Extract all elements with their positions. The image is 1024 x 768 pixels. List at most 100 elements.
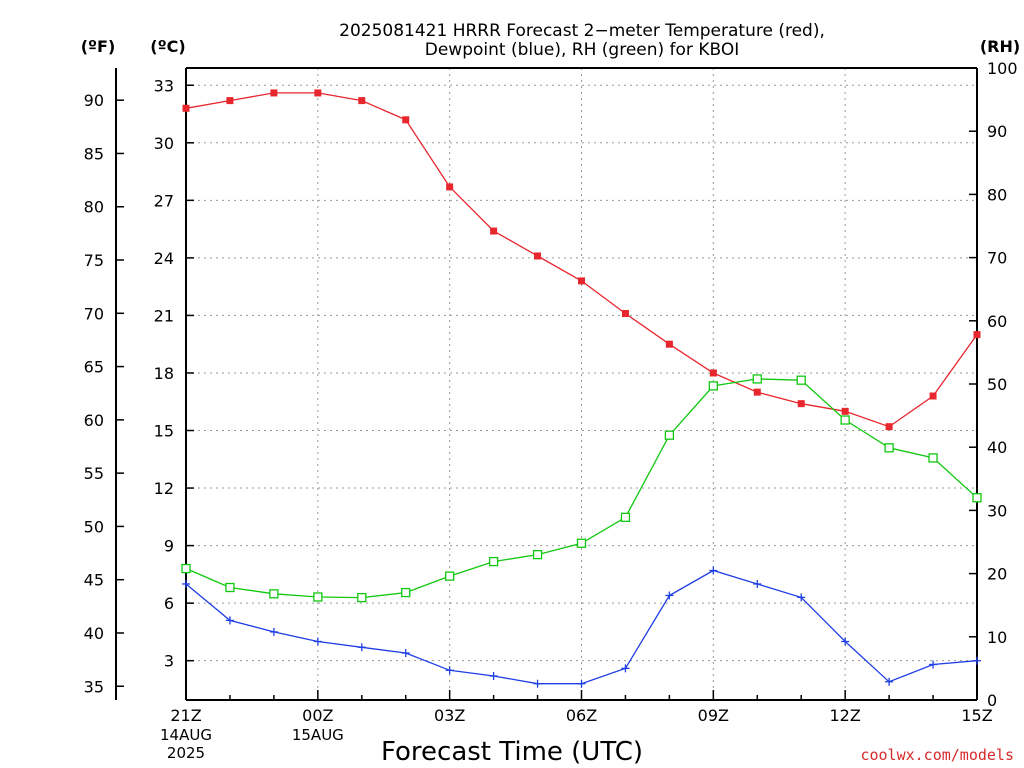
fahrenheit-tick-label: 35 bbox=[84, 677, 104, 696]
rh-tick-label: 60 bbox=[987, 312, 1007, 331]
fahrenheit-tick-label: 70 bbox=[84, 304, 104, 323]
temperature-point bbox=[270, 89, 278, 97]
rh-tick-label: 30 bbox=[987, 501, 1007, 520]
celsius-tick-label: 15 bbox=[154, 422, 174, 441]
dewpoint-point bbox=[885, 677, 894, 686]
rh-unit-label: (RH) bbox=[980, 37, 1020, 56]
celsius-tick-label: 9 bbox=[164, 537, 174, 556]
temperature-point bbox=[797, 400, 805, 408]
celsius-tick-label: 27 bbox=[154, 191, 174, 210]
rh-tick-label: 100 bbox=[987, 59, 1018, 78]
rh-point bbox=[576, 538, 587, 548]
rh-point bbox=[928, 453, 938, 463]
temperature-point bbox=[358, 97, 366, 105]
x-tick-label: 09Z bbox=[698, 706, 729, 725]
dewpoint-point bbox=[445, 666, 454, 675]
x-tick-label: 03Z bbox=[434, 706, 465, 725]
rh-point bbox=[313, 592, 323, 602]
rh-tick-label: 80 bbox=[987, 185, 1007, 204]
temperature-point bbox=[402, 116, 410, 124]
fahrenheit-tick-label: 85 bbox=[84, 144, 104, 163]
celsius-tick-label: 6 bbox=[164, 594, 174, 613]
temperature-point bbox=[182, 104, 190, 112]
dewpoint-point bbox=[577, 679, 586, 688]
x-tick-label: 15Z bbox=[961, 706, 992, 725]
grid-lines bbox=[186, 68, 977, 700]
temperature-point bbox=[753, 388, 761, 396]
x-date-label: 15AUG bbox=[292, 726, 344, 744]
rh-tick-label: 20 bbox=[987, 565, 1007, 584]
dewpoint-point bbox=[709, 566, 718, 575]
rh-point bbox=[181, 563, 191, 574]
dewpoint-point bbox=[225, 616, 234, 625]
rh-tick-label: 0 bbox=[987, 691, 997, 710]
fahrenheit-tick-label: 50 bbox=[84, 517, 104, 536]
rh-tick-label: 90 bbox=[987, 122, 1007, 141]
x-tick-label: 00Z bbox=[302, 706, 333, 725]
dewpoint-point bbox=[269, 627, 278, 636]
x-axis-label: Forecast Time (UTC) bbox=[381, 737, 643, 767]
temperature-point bbox=[665, 340, 673, 348]
dewpoint-point bbox=[489, 672, 498, 681]
temperature-point bbox=[621, 310, 629, 318]
fahrenheit-tick-label: 60 bbox=[84, 411, 104, 430]
rh-point bbox=[884, 443, 894, 453]
celsius-tick-label: 24 bbox=[154, 249, 174, 268]
celsius-tick-label: 18 bbox=[154, 364, 174, 383]
rh-tick-label: 70 bbox=[987, 249, 1007, 268]
rh-tick-label: 50 bbox=[987, 375, 1007, 394]
temperature-point bbox=[226, 97, 234, 105]
temperature-point bbox=[314, 89, 322, 97]
rh-point bbox=[796, 375, 806, 385]
rh-point bbox=[752, 374, 762, 384]
rh-point bbox=[664, 430, 675, 440]
chart-subtitle: Dewpoint (blue), RH (green) for KBOI bbox=[425, 40, 739, 60]
dewpoint-point bbox=[929, 660, 938, 669]
fahrenheit-tick-label: 40 bbox=[84, 624, 104, 643]
temperature-point bbox=[534, 252, 542, 260]
dewpoint-point bbox=[621, 664, 630, 673]
rh-point bbox=[401, 587, 411, 598]
rh-point bbox=[225, 582, 235, 593]
celsius-unit-label: (ºC) bbox=[150, 37, 185, 56]
x-tick-label: 06Z bbox=[566, 706, 597, 725]
celsius-tick-label: 33 bbox=[154, 76, 174, 95]
credit-link[interactable]: coolwx.com/models bbox=[860, 746, 1014, 764]
fahrenheit-tick-label: 80 bbox=[84, 198, 104, 217]
rh-point bbox=[840, 415, 850, 425]
fahrenheit-tick-label: 90 bbox=[84, 91, 104, 110]
celsius-tick-label: 3 bbox=[164, 652, 174, 671]
rh-point bbox=[488, 556, 499, 567]
fahrenheit-tick-label: 65 bbox=[84, 358, 104, 377]
x-date-label: 2025 bbox=[167, 744, 205, 762]
tick-labels: 35 40 45 50 55 60 65 70 75 80 85 90 3 6 9 12 15 18 21 24 27 3… bbox=[84, 59, 1018, 762]
dewpoint-point bbox=[313, 637, 322, 646]
fahrenheit-tick-label: 45 bbox=[84, 571, 104, 590]
rh-point bbox=[708, 381, 718, 391]
dewpoint-point bbox=[182, 579, 190, 588]
fahrenheit-tick-label: 75 bbox=[84, 251, 104, 270]
temperature-point bbox=[578, 277, 585, 285]
series-lines bbox=[181, 89, 982, 688]
temperature-point bbox=[841, 407, 849, 415]
dewpoint-point bbox=[841, 637, 850, 646]
celsius-tick-label: 30 bbox=[154, 134, 174, 153]
rh-point bbox=[269, 589, 279, 599]
fahrenheit-unit-label: (ºF) bbox=[81, 37, 116, 56]
temperature-point bbox=[973, 331, 981, 339]
chart-title: 2025081421 HRRR Forecast 2−meter Tempera… bbox=[339, 21, 825, 41]
rh-point bbox=[357, 592, 367, 603]
rh-tick-label: 40 bbox=[987, 438, 1007, 457]
temperature-point bbox=[709, 369, 717, 377]
temperature-point bbox=[885, 423, 893, 431]
rh-point bbox=[972, 493, 982, 503]
dewpoint-point bbox=[753, 579, 762, 588]
rh-point bbox=[445, 571, 455, 581]
rh-point bbox=[532, 549, 543, 560]
dewpoint-point bbox=[973, 656, 981, 665]
dewpoint-point bbox=[401, 649, 410, 658]
rh-tick-label: 10 bbox=[987, 628, 1007, 647]
x-tick-label: 21Z bbox=[170, 706, 201, 725]
temperature-point bbox=[446, 183, 454, 191]
